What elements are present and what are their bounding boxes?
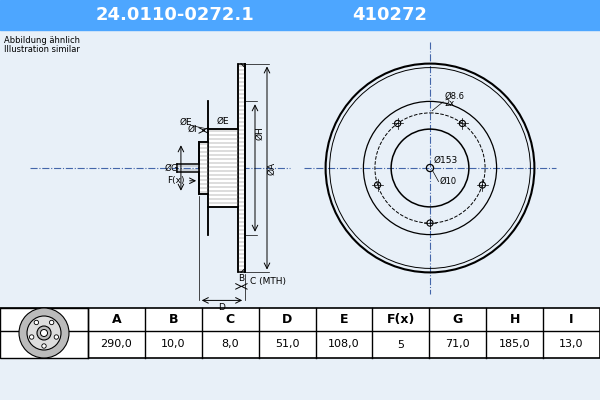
Text: 8,0: 8,0	[221, 340, 239, 350]
Text: 5: 5	[397, 340, 404, 350]
Circle shape	[54, 335, 59, 339]
Text: C (MTH): C (MTH)	[250, 277, 286, 286]
Text: Ø153: Ø153	[434, 156, 458, 164]
Circle shape	[27, 316, 61, 350]
Bar	[238, 64, 245, 272]
Text: 13,0: 13,0	[559, 340, 584, 350]
Circle shape	[37, 326, 51, 340]
Text: 71,0: 71,0	[445, 340, 470, 350]
Bar	[0, 0, 600, 30]
Text: B: B	[238, 274, 244, 283]
Text: G: G	[452, 313, 463, 326]
Text: 2x: 2x	[444, 99, 454, 108]
Text: ØE: ØE	[179, 118, 192, 127]
Text: ØH: ØH	[255, 126, 264, 140]
Circle shape	[42, 344, 46, 348]
Text: 51,0: 51,0	[275, 340, 299, 350]
Text: D: D	[282, 313, 292, 326]
Circle shape	[29, 335, 34, 339]
Circle shape	[49, 320, 54, 325]
Text: I: I	[569, 313, 574, 326]
Text: Illustration similar: Illustration similar	[4, 45, 80, 54]
Circle shape	[41, 330, 47, 336]
Text: 10,0: 10,0	[161, 340, 185, 350]
Circle shape	[34, 320, 38, 325]
Text: Ø8.6: Ø8.6	[444, 91, 464, 100]
Text: H: H	[509, 313, 520, 326]
Text: F(x): F(x)	[167, 176, 185, 185]
Text: ØG: ØG	[165, 164, 179, 172]
Circle shape	[19, 308, 69, 358]
Bar	[0, 308, 88, 358]
Text: 290,0: 290,0	[101, 340, 133, 350]
Text: 108,0: 108,0	[328, 340, 360, 350]
Text: C: C	[226, 313, 235, 326]
Text: E: E	[340, 313, 348, 326]
Text: ØA: ØA	[267, 162, 276, 174]
Text: 185,0: 185,0	[499, 340, 530, 350]
Bar	[208, 129, 238, 207]
Text: Ø10: Ø10	[440, 177, 457, 186]
Text: 24.0110-0272.1: 24.0110-0272.1	[95, 6, 254, 24]
Text: ØI: ØI	[187, 125, 197, 134]
Text: B: B	[169, 313, 178, 326]
Text: D: D	[218, 303, 226, 312]
Text: A: A	[112, 313, 121, 326]
Text: F(x): F(x)	[387, 313, 415, 326]
Text: ØE: ØE	[217, 117, 229, 126]
Text: Abbildung ähnlich: Abbildung ähnlich	[4, 36, 80, 45]
Text: 410272: 410272	[353, 6, 427, 24]
Bar	[0, 308, 600, 358]
Bar	[199, 142, 208, 194]
